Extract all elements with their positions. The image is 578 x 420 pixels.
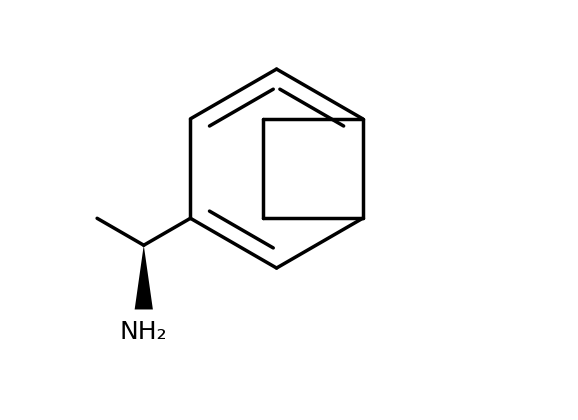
Text: NH₂: NH₂ <box>120 320 168 344</box>
Polygon shape <box>135 245 153 310</box>
